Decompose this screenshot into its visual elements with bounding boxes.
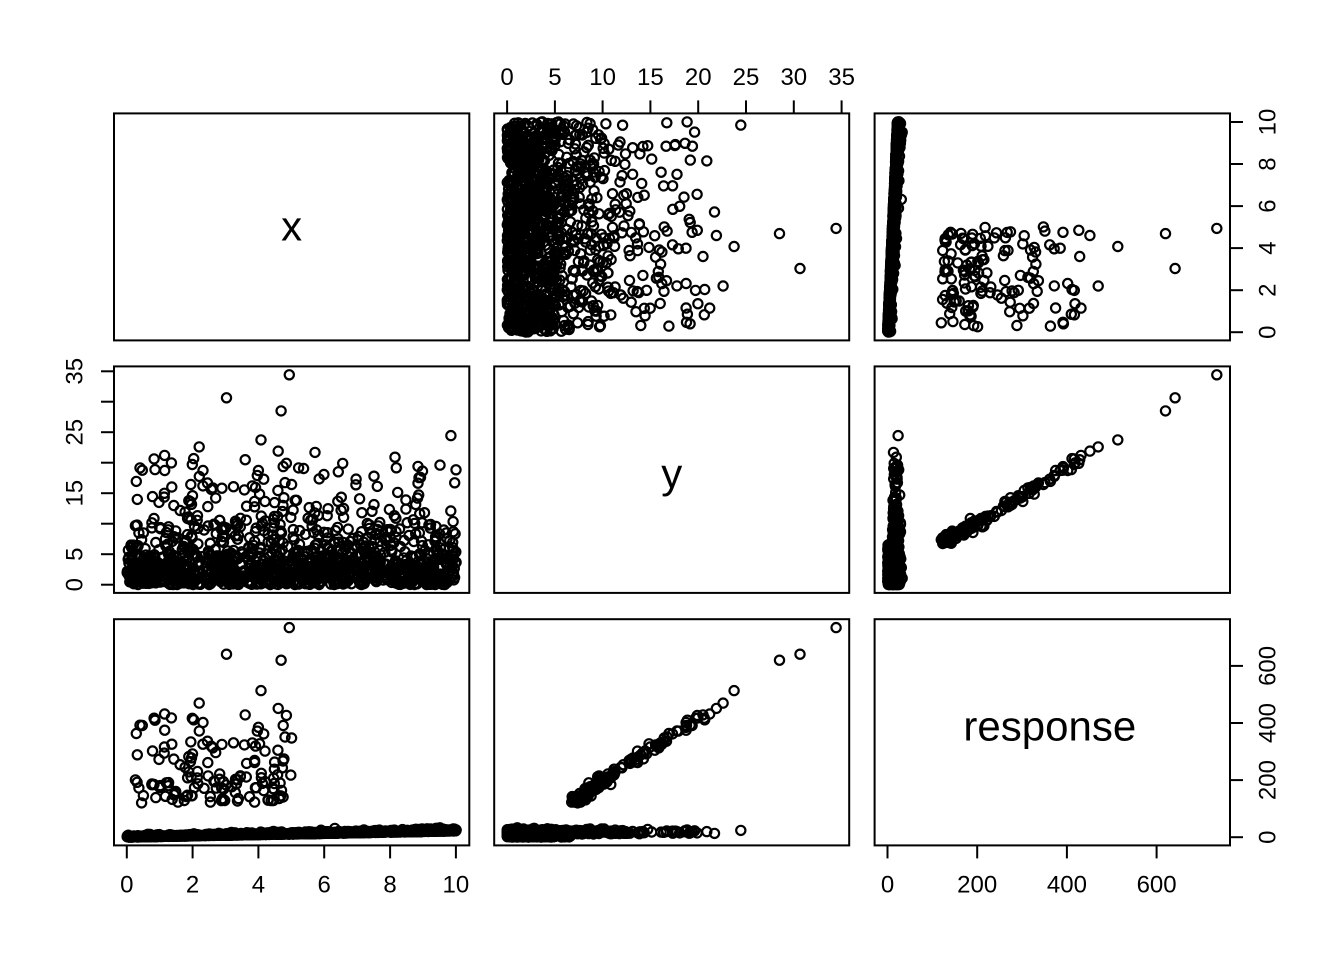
svg-text:4: 4 xyxy=(1255,241,1282,254)
svg-text:10: 10 xyxy=(1255,109,1282,136)
svg-text:0: 0 xyxy=(62,578,89,591)
svg-text:8: 8 xyxy=(1255,157,1282,170)
svg-text:0: 0 xyxy=(500,64,513,91)
svg-text:20: 20 xyxy=(685,64,712,91)
svg-text:400: 400 xyxy=(1255,703,1282,743)
svg-text:25: 25 xyxy=(733,64,760,91)
svg-text:0: 0 xyxy=(1255,831,1282,844)
svg-text:200: 200 xyxy=(1255,760,1282,800)
svg-text:400: 400 xyxy=(1047,871,1087,898)
svg-text:y: y xyxy=(661,450,682,497)
svg-text:5: 5 xyxy=(62,548,89,561)
svg-text:response: response xyxy=(963,703,1136,750)
svg-text:6: 6 xyxy=(318,871,331,898)
svg-text:35: 35 xyxy=(828,64,855,91)
svg-text:4: 4 xyxy=(252,871,265,898)
svg-text:15: 15 xyxy=(637,64,664,91)
svg-text:0: 0 xyxy=(120,871,133,898)
svg-text:10: 10 xyxy=(443,871,470,898)
svg-text:200: 200 xyxy=(957,871,997,898)
svg-text:2: 2 xyxy=(1255,284,1282,297)
svg-text:8: 8 xyxy=(383,871,396,898)
svg-text:6: 6 xyxy=(1255,199,1282,212)
svg-text:25: 25 xyxy=(62,419,89,446)
svg-text:x: x xyxy=(281,202,302,249)
svg-text:0: 0 xyxy=(1255,326,1282,339)
svg-text:15: 15 xyxy=(62,480,89,507)
svg-text:600: 600 xyxy=(1137,871,1177,898)
svg-text:10: 10 xyxy=(589,64,616,91)
svg-text:35: 35 xyxy=(62,358,89,385)
svg-text:5: 5 xyxy=(548,64,561,91)
svg-text:0: 0 xyxy=(881,871,894,898)
svg-text:2: 2 xyxy=(186,871,199,898)
svg-text:30: 30 xyxy=(780,64,807,91)
svg-text:600: 600 xyxy=(1255,646,1282,686)
